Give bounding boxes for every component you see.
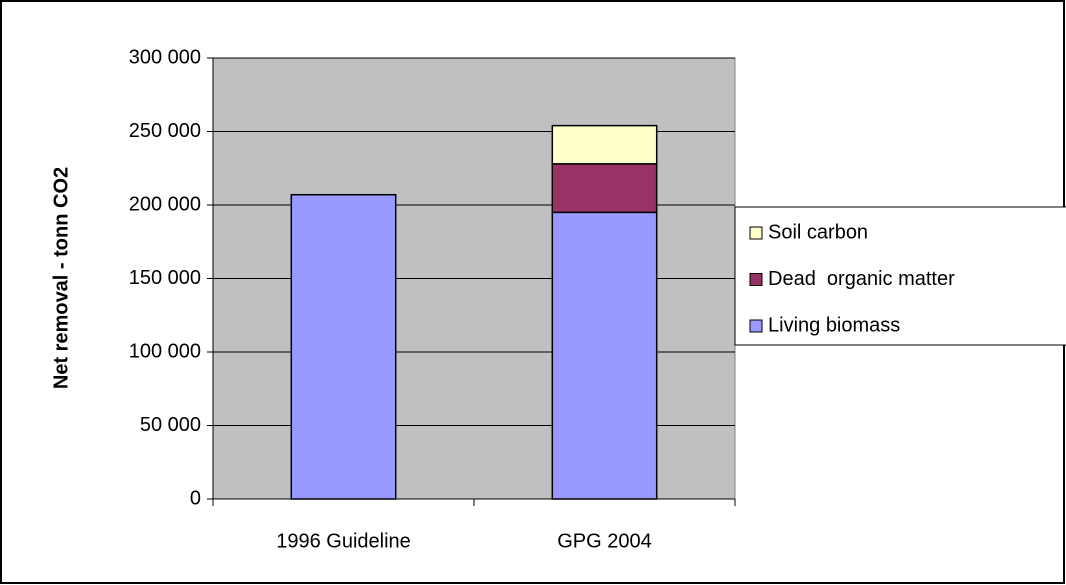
y-tick-label: 150 000 bbox=[129, 267, 201, 289]
y-tick-label: 200 000 bbox=[129, 193, 201, 215]
legend-swatch bbox=[749, 273, 763, 286]
legend-swatch bbox=[749, 319, 763, 333]
legend-label: Living biomass bbox=[768, 314, 900, 336]
y-tick-label: 100 000 bbox=[129, 340, 201, 362]
legend-box bbox=[734, 206, 1066, 346]
bar-segment bbox=[551, 163, 658, 214]
legend-label: Dead organic matter bbox=[768, 268, 955, 290]
y-tick-label: 250 000 bbox=[129, 120, 201, 142]
y-tick-label: 0 bbox=[190, 487, 201, 509]
legend-swatch bbox=[749, 226, 763, 240]
y-axis-label: Net removal - tonn CO2 bbox=[50, 167, 72, 389]
x-tick-label: GPG 2004 bbox=[557, 530, 652, 552]
bar-segment bbox=[551, 124, 658, 165]
y-tick-label: 300 000 bbox=[129, 46, 201, 68]
x-tick-label: 1996 Guideline bbox=[276, 530, 411, 552]
y-tick-label: 50 000 bbox=[140, 414, 201, 436]
bar-segment bbox=[290, 193, 397, 500]
legend-label: Soil carbon bbox=[768, 221, 868, 243]
bar-segment bbox=[551, 211, 658, 500]
